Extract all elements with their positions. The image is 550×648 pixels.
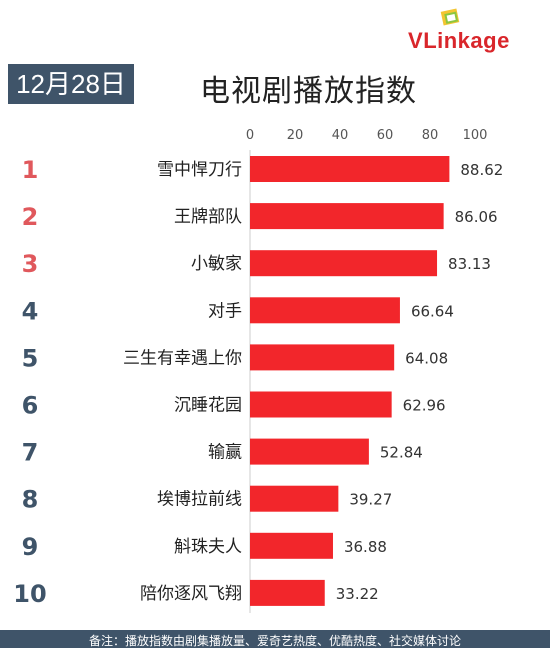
logo-v: V [408,28,424,53]
bar [250,250,438,277]
category-label: 输赢 [208,443,242,463]
x-tick-label: 80 [422,128,439,143]
x-tick-label: 20 [287,128,304,143]
bar [250,579,325,606]
bar [250,438,369,465]
x-tick-label: 60 [377,128,394,143]
value-label: 86.06 [455,208,498,226]
value-label: 33.22 [336,585,379,603]
category-label: 斛珠夫人 [174,537,242,557]
x-tick-label: 100 [463,128,488,143]
category-label: 雪中悍刀行 [157,160,242,180]
value-label: 39.27 [349,491,392,509]
value-label: 64.08 [405,349,448,367]
category-label: 埃博拉前线 [157,490,242,510]
rank-number: 3 [22,250,39,278]
bar [250,532,333,559]
value-label: 36.88 [344,538,387,556]
category-label: 沉睡花园 [174,396,242,416]
bar [250,156,450,182]
logo-mark-icon [440,8,460,26]
rank-number: 6 [22,392,39,420]
footer-note: 备注：播放指数由剧集播放量、爱奇艺热度、优酷热度、社交媒体讨论 [0,630,550,648]
value-label: 52.84 [380,444,423,462]
bar [250,391,392,418]
bar [250,344,395,371]
rank-number: 2 [22,203,39,231]
category-label: 三生有幸遇上你 [123,348,242,368]
value-label: 83.13 [448,255,491,273]
category-label: 对手 [208,301,242,321]
category-label: 陪你逐风飞翔 [140,584,242,604]
rank-number: 9 [22,533,39,561]
bar [250,203,444,230]
category-label: 王牌部队 [174,207,242,227]
bar [250,297,400,324]
rank-number: 8 [22,486,39,514]
value-label: 66.64 [411,302,454,320]
x-tick-label: 40 [332,128,349,143]
logo-text: VLinkage [408,28,510,54]
logo-rest: Linkage [423,28,510,53]
bar [250,485,339,512]
value-label: 88.62 [460,161,503,179]
chart-title: 电视剧播放指数 [200,74,417,109]
rank-number: 10 [13,580,46,608]
category-label: 小敏家 [191,254,242,274]
vlinkage-logo: VLinkage [408,8,528,54]
rank-number: 4 [22,297,39,325]
rank-number: 7 [22,439,39,467]
date-badge: 12月28日 [8,64,134,104]
rank-number: 5 [22,344,39,372]
x-tick-label: 0 [246,128,254,143]
value-label: 62.96 [403,397,446,415]
rank-number: 1 [22,156,39,184]
bar-chart: 0 20 40 60 80 100 1 雪中悍刀行 88.62 2 王牌部队 86.06 3 小敏家 83.… [13,128,503,613]
